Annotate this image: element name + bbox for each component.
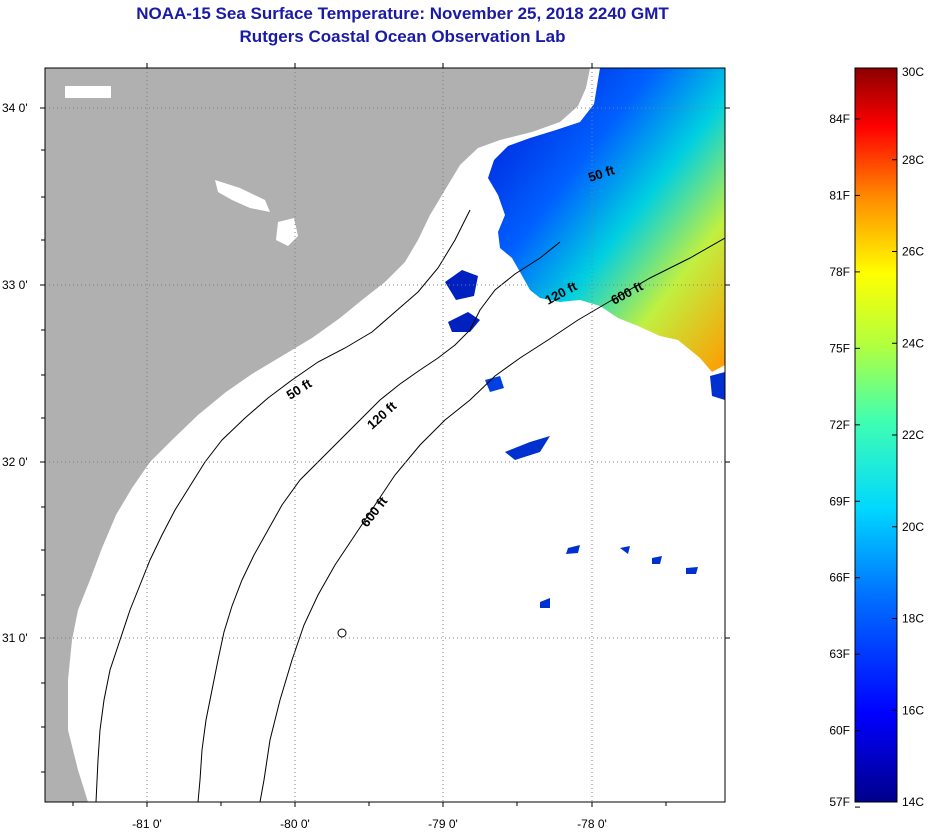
lon-label-81: -81 0'	[132, 817, 162, 831]
lat-label-31: 31 0'	[2, 631, 28, 645]
plot-frame	[44, 67, 726, 803]
sst-data-patch	[488, 68, 725, 372]
sst-cold-patch-6	[540, 598, 550, 608]
lon-label-79: -79 0'	[428, 817, 458, 831]
sst-cold-patch-8	[652, 556, 662, 564]
sst-cold-patch-7	[620, 546, 630, 554]
lat-label-32: 32 0'	[2, 455, 28, 469]
lon-label-78: -78 0'	[577, 817, 607, 831]
contour-120ft	[197, 241, 561, 802]
sst-cold-patch-4	[505, 436, 550, 460]
lake	[276, 218, 298, 246]
seamount-contour	[337, 628, 347, 638]
sst-cold-patch-10	[710, 372, 725, 400]
ticks	[40, 63, 730, 807]
sst-cold-patch-5	[566, 545, 580, 554]
lat-label-34: 34 0'	[2, 101, 28, 115]
land	[45, 68, 590, 802]
lake-flecks	[65, 86, 111, 98]
lat-label-33: 33 0'	[2, 278, 28, 292]
contour-600ft	[259, 237, 725, 802]
reservoir	[215, 180, 270, 212]
graticule	[45, 68, 725, 802]
sst-cold-patch-9	[686, 567, 698, 574]
sst-cold-patch-3	[485, 376, 504, 392]
map-title: NOAA-15 Sea Surface Temperature: Novembe…	[136, 4, 669, 23]
map-subtitle: Rutgers Coastal Ocean Observation Lab	[239, 27, 566, 46]
lon-label-80: -80 0'	[280, 817, 310, 831]
